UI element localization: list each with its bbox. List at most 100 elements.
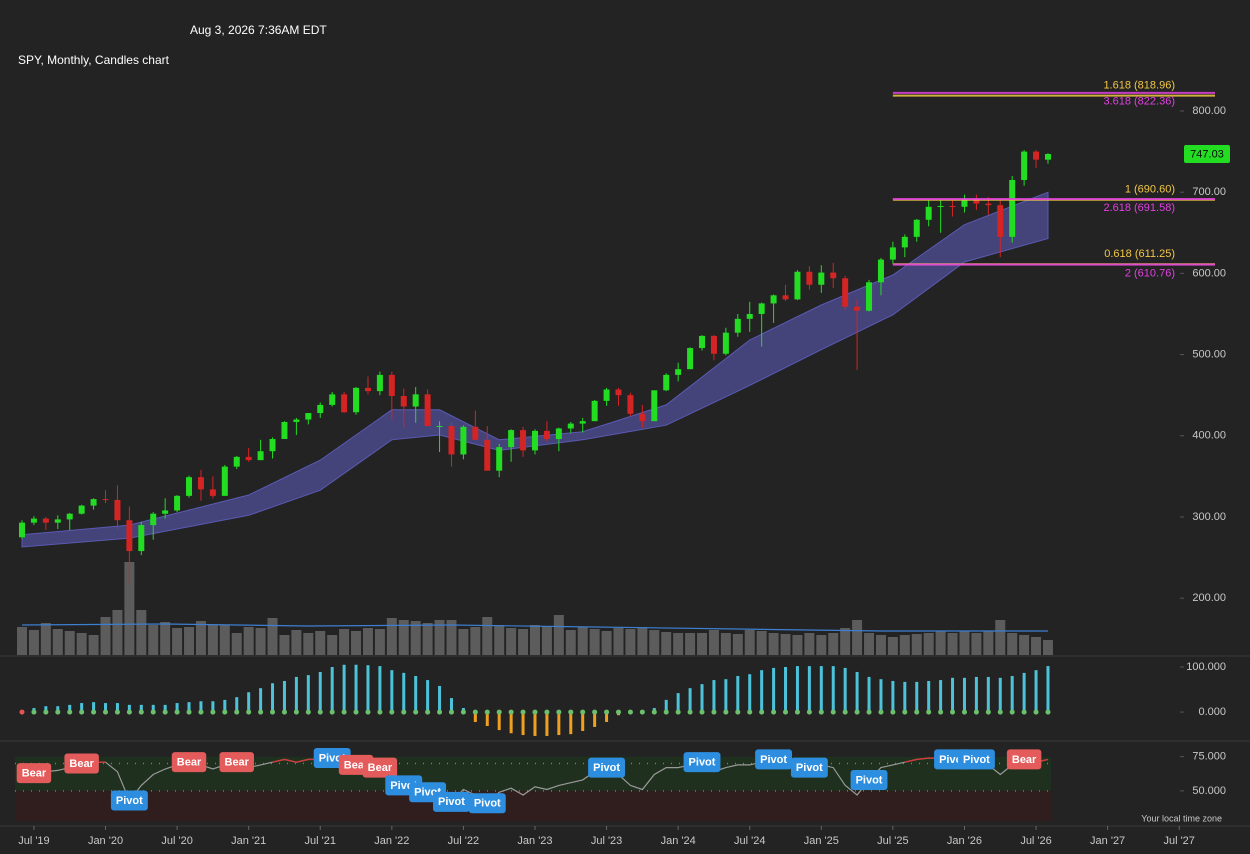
volume-bar bbox=[804, 633, 815, 655]
signal-badge bbox=[468, 793, 506, 814]
signal-badge-label: Pivot bbox=[760, 754, 787, 766]
histogram-bar bbox=[867, 676, 871, 713]
zero-dot bbox=[926, 709, 932, 715]
x-tick-label: Jul '20 bbox=[161, 835, 192, 847]
histogram-bar bbox=[724, 679, 728, 713]
volume-bar bbox=[732, 634, 743, 655]
signal-badge-label: Pivot bbox=[963, 754, 990, 766]
zero-dot bbox=[508, 709, 514, 715]
histogram-bar bbox=[557, 712, 561, 736]
histogram-bar bbox=[473, 712, 477, 722]
candle-body bbox=[758, 303, 765, 314]
zero-dot bbox=[472, 709, 478, 715]
signal-badge-label: Pivot bbox=[116, 795, 143, 807]
zero-dot bbox=[43, 709, 49, 715]
y-tick-label: 300.00 bbox=[1192, 511, 1226, 523]
volume-bar bbox=[1007, 633, 1018, 655]
volume-bar bbox=[374, 629, 385, 655]
zero-dot bbox=[627, 709, 633, 715]
zero-dot bbox=[329, 709, 335, 715]
fib-label: 0.618 (611.25) bbox=[1104, 248, 1175, 260]
fib-label: 3.618 (822.36) bbox=[1103, 96, 1175, 108]
volume-bar bbox=[279, 635, 290, 655]
histogram-bar bbox=[533, 712, 537, 736]
candle-body bbox=[233, 456, 240, 467]
histogram-bar bbox=[676, 693, 680, 713]
overbought-segment bbox=[916, 757, 929, 761]
candle-body bbox=[854, 306, 861, 311]
histogram-bar bbox=[1022, 672, 1026, 713]
overbought-segment bbox=[296, 758, 309, 763]
zero-dot bbox=[377, 709, 383, 715]
zero-dot bbox=[448, 709, 454, 715]
histogram-bar bbox=[44, 706, 48, 713]
zero-dot bbox=[783, 709, 789, 715]
histogram-bar bbox=[807, 666, 811, 713]
volume-bar bbox=[124, 562, 135, 655]
zero-dot bbox=[544, 709, 550, 715]
candle-body bbox=[257, 451, 264, 461]
candle-body bbox=[424, 394, 431, 427]
volume-bar bbox=[565, 630, 576, 655]
candle-body bbox=[436, 426, 443, 428]
histogram-bar bbox=[974, 676, 978, 713]
volume-bar bbox=[64, 631, 75, 655]
volume-bar bbox=[17, 627, 27, 655]
zero-dot bbox=[938, 709, 944, 715]
candle-body bbox=[376, 374, 383, 392]
candle-body bbox=[400, 395, 407, 407]
x-tick-label: Jul '21 bbox=[305, 835, 336, 847]
signal-badge bbox=[16, 763, 52, 784]
candle-body bbox=[901, 236, 908, 248]
histogram-bar bbox=[939, 680, 943, 713]
candle-body bbox=[412, 394, 419, 407]
candle-body bbox=[651, 390, 658, 422]
histogram-bar bbox=[426, 680, 430, 713]
zero-dot bbox=[973, 709, 979, 715]
volume-bar bbox=[339, 629, 350, 655]
zero-dot bbox=[580, 709, 586, 715]
volume-bar bbox=[923, 633, 934, 655]
volume-bar bbox=[828, 633, 839, 655]
zone bbox=[15, 790, 1051, 821]
volume-bar bbox=[649, 630, 660, 655]
volume-bar bbox=[255, 628, 266, 655]
volume-bar bbox=[577, 627, 588, 655]
candle-body bbox=[997, 205, 1004, 237]
signal-badge bbox=[110, 790, 148, 811]
histogram-bar bbox=[211, 701, 215, 713]
volume-bar bbox=[172, 628, 183, 655]
volume-bar bbox=[852, 620, 863, 655]
histogram-bar bbox=[271, 683, 275, 713]
histogram-bar bbox=[390, 670, 394, 713]
zero-dot bbox=[532, 709, 538, 715]
zero-dot bbox=[735, 709, 741, 715]
y-tick-label: 400.00 bbox=[1192, 430, 1226, 442]
candle-body bbox=[842, 278, 849, 307]
signal-badge bbox=[1006, 749, 1042, 770]
zero-dot bbox=[270, 709, 276, 715]
histogram-bar bbox=[402, 672, 406, 713]
signal-badge bbox=[755, 749, 793, 770]
candle-body bbox=[555, 428, 562, 440]
zone bbox=[15, 756, 1051, 791]
zero-dot bbox=[162, 709, 168, 715]
histogram-bar bbox=[247, 692, 251, 713]
histogram-bar bbox=[1034, 670, 1038, 713]
volume-bar bbox=[398, 620, 409, 655]
volume-bar bbox=[76, 633, 87, 655]
histogram-bar bbox=[760, 670, 764, 713]
volume-bar bbox=[1031, 637, 1042, 655]
histogram-bar bbox=[712, 680, 716, 713]
zero-dot bbox=[961, 709, 967, 715]
timestamp: Aug 3, 2026 7:36AM EDT bbox=[190, 23, 327, 37]
histogram-bar bbox=[294, 676, 298, 713]
candle-body bbox=[925, 206, 932, 220]
volume-bar bbox=[386, 618, 397, 655]
candle-body bbox=[102, 499, 109, 501]
candle-body bbox=[388, 374, 395, 396]
histogram-bar bbox=[163, 704, 167, 713]
candle-body bbox=[19, 522, 25, 538]
volume-bar bbox=[243, 627, 254, 655]
candle-body bbox=[66, 513, 73, 520]
